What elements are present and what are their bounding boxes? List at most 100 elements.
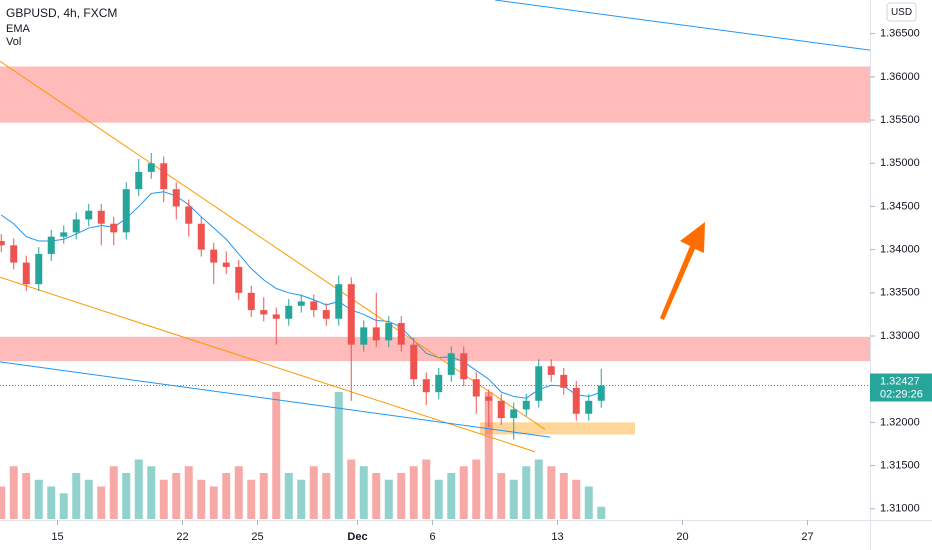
y-tick-label: 1.34000: [880, 244, 920, 256]
candle-body: [497, 400, 505, 419]
volume-bar: [134, 459, 143, 519]
volume-bar: [234, 466, 243, 519]
currency-box[interactable]: [886, 2, 917, 22]
volume-bar: [584, 486, 593, 519]
zone: [0, 66, 870, 123]
candle-body: [535, 366, 543, 401]
y-tick-label: 1.36500: [880, 28, 920, 40]
chart-title: GBPUSD, 4h, FXCM: [6, 6, 117, 20]
volume-bar: [334, 392, 343, 519]
candle-body: [110, 223, 118, 233]
volume-bar: [97, 486, 106, 519]
zone: [480, 422, 635, 435]
candle-body: [60, 232, 68, 237]
volume-bar: [359, 466, 368, 519]
candle-body: [247, 292, 255, 311]
volume-bar: [559, 473, 568, 519]
x-tick-label: 25: [251, 531, 263, 543]
volume-bar: [522, 466, 531, 519]
candle-body: [122, 189, 130, 233]
candle-body: [172, 189, 180, 207]
volume-bar: [409, 466, 418, 519]
volume-bar: [472, 459, 481, 519]
candle-body: [197, 223, 205, 250]
volume-bar: [484, 392, 493, 519]
candle-body: [260, 310, 268, 315]
volume-bar: [447, 473, 456, 519]
candle-body: [560, 374, 568, 388]
volume-bar: [209, 486, 218, 519]
candle-body: [147, 163, 155, 172]
candle-body: [10, 245, 18, 263]
volume-bar: [597, 506, 606, 519]
volume-bar: [22, 473, 31, 519]
candle-body: [222, 262, 230, 267]
volume-bar: [122, 473, 131, 519]
indicator-label: Vol: [6, 36, 21, 48]
volume-bar: [397, 473, 406, 519]
trend-line: [0, 361, 551, 438]
countdown: 02:29:26: [880, 388, 923, 400]
candle-body: [35, 253, 43, 285]
volume-bar: [497, 473, 506, 519]
candle-body: [597, 385, 605, 401]
price-box: [870, 373, 932, 402]
y-tick-label: 1.35500: [880, 114, 920, 126]
volume-bar: [384, 479, 393, 519]
candle-body: [410, 344, 418, 380]
x-tick-label: 13: [551, 531, 563, 543]
x-tick-label: 27: [801, 531, 813, 543]
volume-bar: [9, 466, 18, 519]
volume-bar: [109, 466, 118, 519]
candle-body: [360, 327, 368, 345]
candle-body: [135, 171, 143, 190]
y-tick-label: 1.33500: [880, 287, 920, 299]
candle-body: [585, 400, 593, 414]
volume-bar: [222, 473, 231, 519]
volume-bar: [434, 479, 443, 519]
candle-body: [472, 379, 480, 397]
volume-bar: [547, 466, 556, 519]
volume-bar: [322, 473, 331, 519]
candle-body: [435, 374, 443, 393]
y-tick-label: 1.31500: [880, 459, 920, 471]
volume-bar: [247, 479, 256, 519]
candle-body: [322, 310, 330, 319]
volume-bar: [534, 459, 543, 519]
volume-bar: [184, 466, 193, 519]
candle-body: [297, 301, 305, 306]
volume-bar: [34, 479, 43, 519]
y-tick-label: 1.32000: [880, 416, 920, 428]
x-tick-label: 15: [51, 531, 63, 543]
volume-bar: [47, 486, 56, 519]
candle-body: [210, 249, 218, 263]
candle-body: [185, 206, 193, 224]
candle-body: [572, 387, 580, 414]
candle-body: [97, 210, 105, 224]
candle-body: [272, 314, 280, 319]
x-tick-label: Dec: [347, 531, 367, 543]
candle-body: [460, 353, 468, 380]
candle-body: [0, 240, 5, 246]
volume-bar: [284, 473, 293, 519]
candle-body: [235, 266, 243, 293]
candle-body: [85, 210, 93, 220]
candle-body: [547, 366, 555, 375]
x-tick-label: 6: [429, 531, 435, 543]
y-tick-label: 1.35000: [880, 157, 920, 169]
candle-body: [285, 305, 293, 319]
volume-bar: [372, 473, 381, 519]
x-tick-label: 22: [176, 531, 188, 543]
candle-body: [485, 396, 493, 401]
candle-body: [385, 323, 393, 341]
candle-body: [22, 262, 30, 285]
volume-bar: [172, 473, 181, 519]
candle-body: [510, 409, 518, 419]
volume-bar: [509, 479, 518, 519]
y-tick-label: 1.34500: [880, 200, 920, 212]
volume-bar: [259, 473, 268, 519]
volume-bar: [297, 479, 306, 519]
volume-bar: [72, 473, 81, 519]
